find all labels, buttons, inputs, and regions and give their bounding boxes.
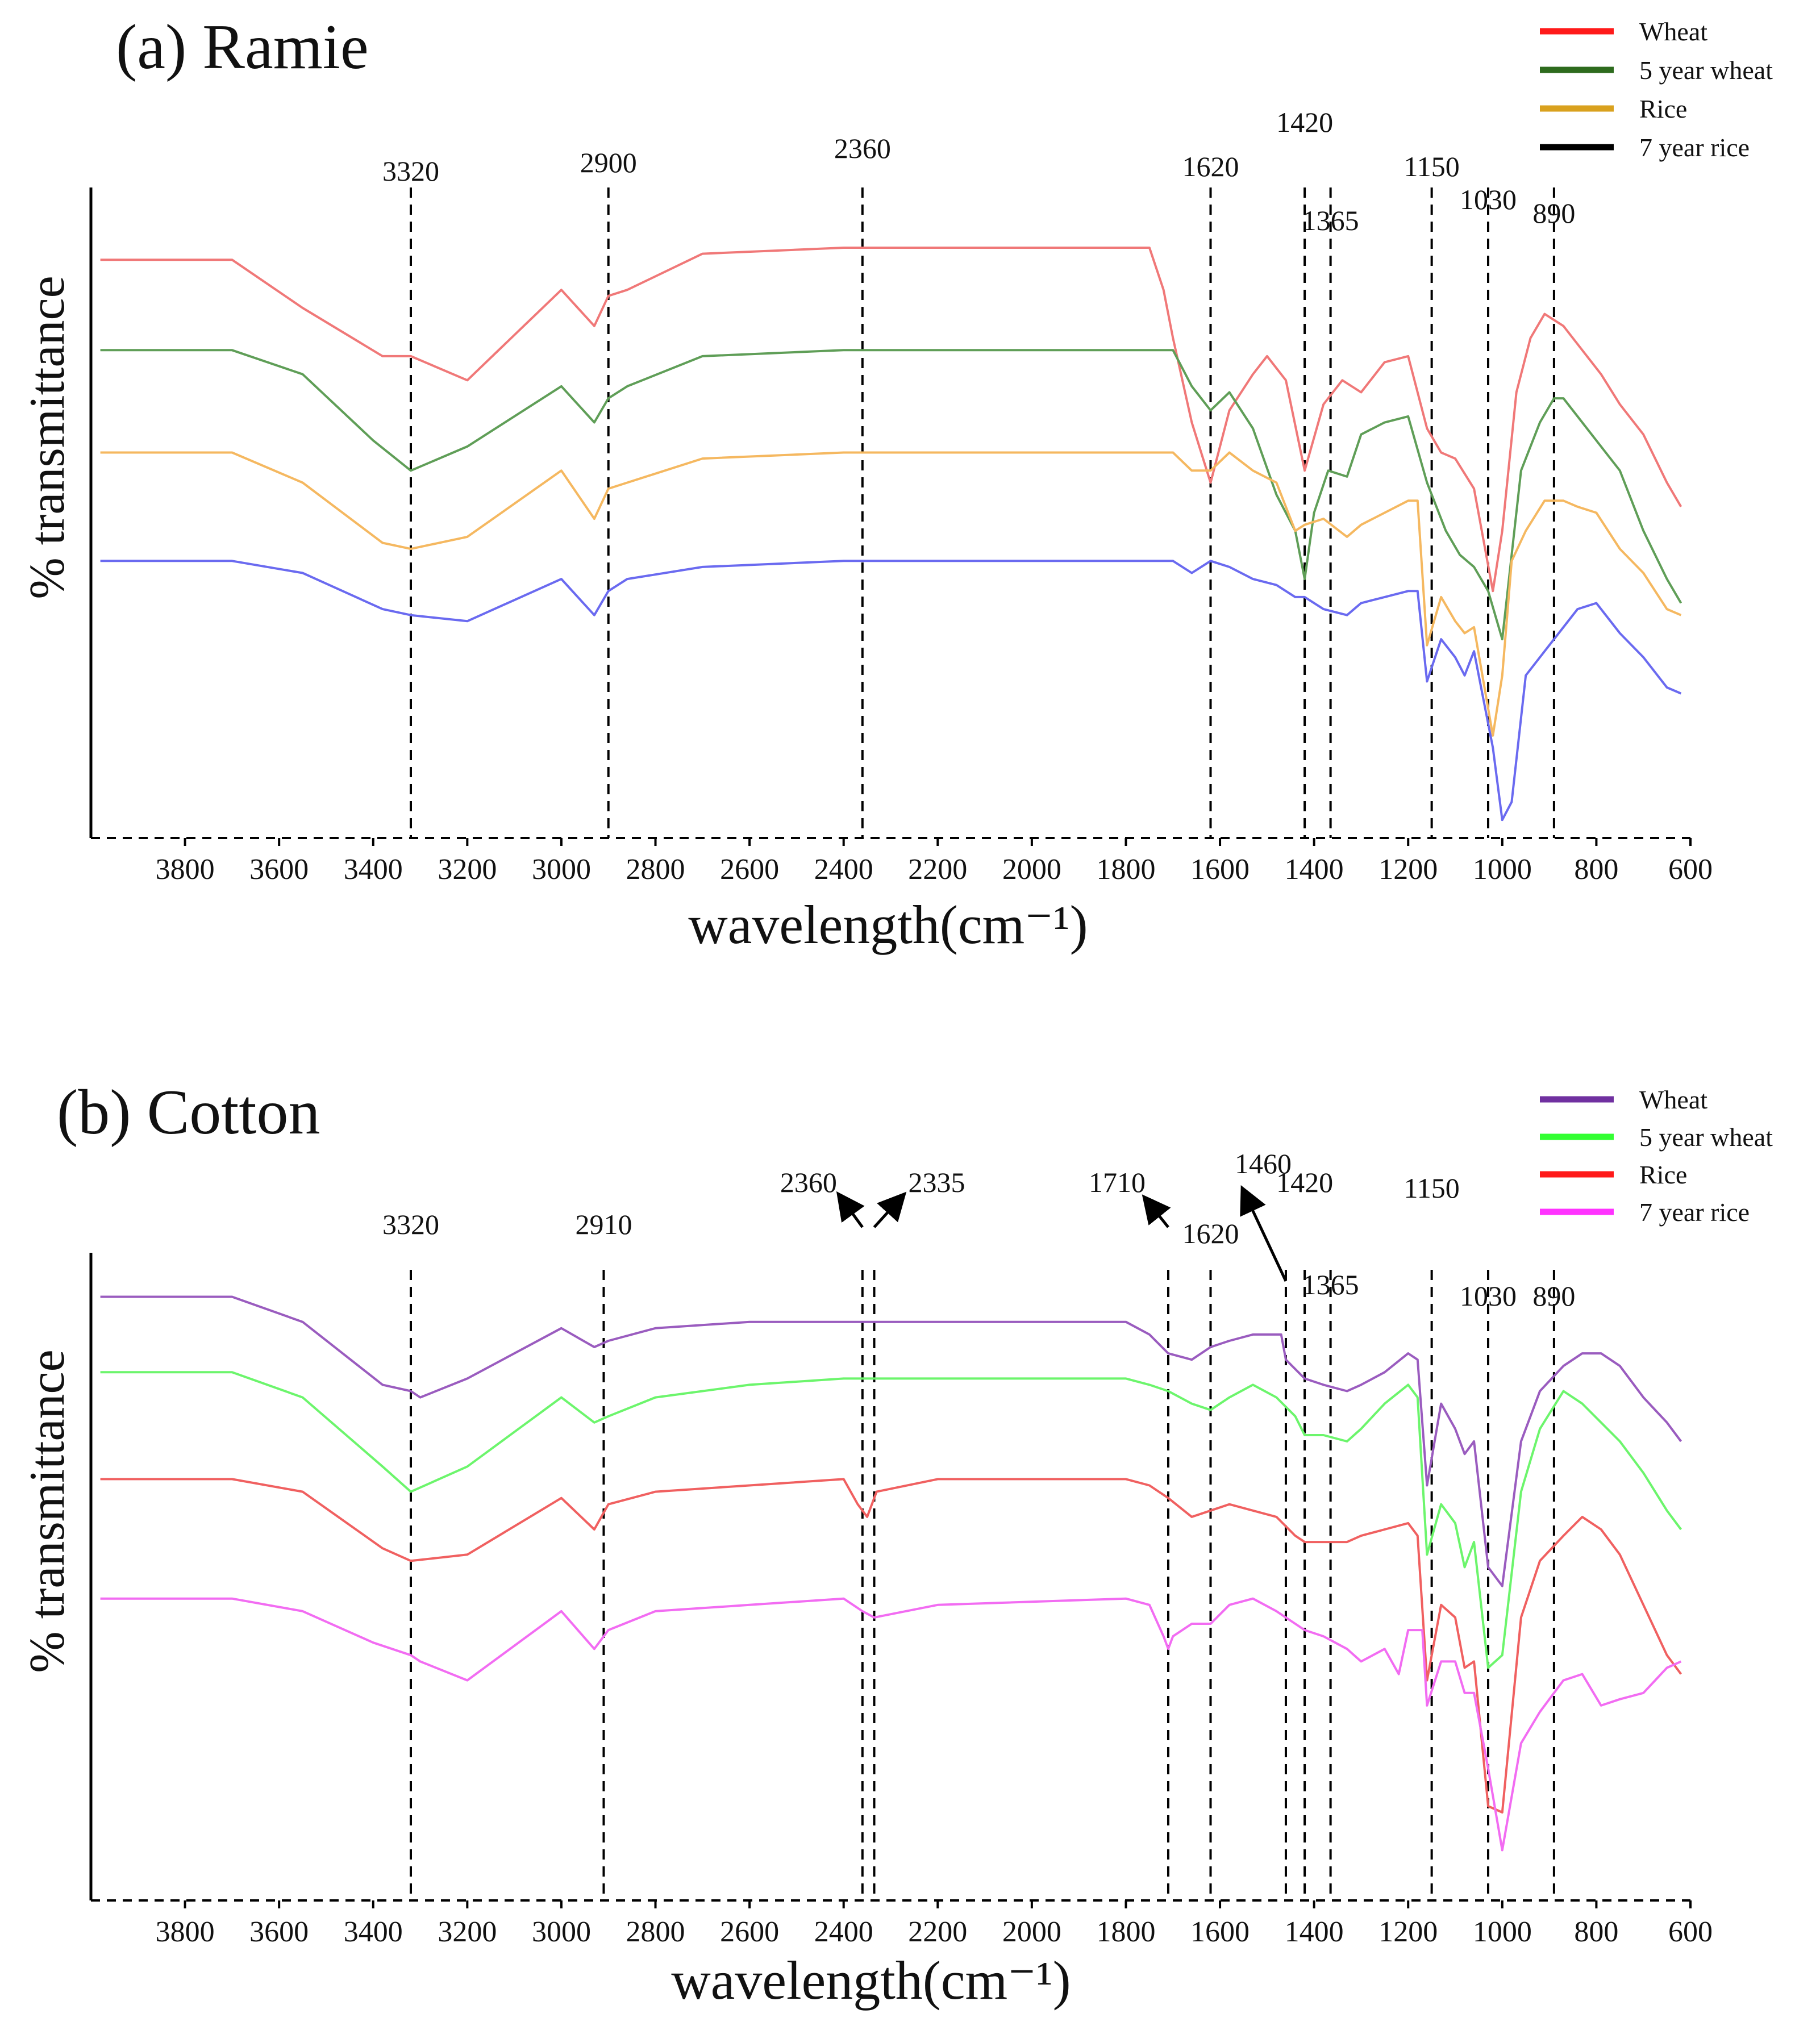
x-tick-label: 1200 <box>1378 1916 1438 1948</box>
x-tick-label: 1400 <box>1285 1916 1344 1948</box>
x-tick-label: 600 <box>1668 1916 1713 1948</box>
peak-label-3320: 3320 <box>382 1208 439 1240</box>
peak-label-3320: 3320 <box>382 155 439 187</box>
legend-label: 7 year rice <box>1639 133 1750 162</box>
x-tick-label: 3600 <box>249 1916 309 1948</box>
x-tick-label: 3400 <box>344 1916 403 1948</box>
x-tick-label: 3800 <box>156 1916 215 1948</box>
series-line-rice <box>100 451 1682 737</box>
x-tick-label: 2400 <box>814 853 873 886</box>
legend-label: 5 year wheat <box>1639 56 1773 85</box>
series-line-wheat <box>100 1295 1682 1587</box>
x-tick-label: 1200 <box>1378 853 1438 886</box>
peak-label-2360: 2360 <box>834 132 891 164</box>
x-tick-label: 1800 <box>1096 853 1155 886</box>
peak-label-1365: 1365 <box>1302 205 1359 236</box>
legend-label: 7 year rice <box>1639 1198 1750 1227</box>
x-tick-label: 3000 <box>532 853 591 886</box>
x-tick-label: 3200 <box>438 1916 497 1948</box>
panel-ramie: (a) Ramie % transmittance wavelength(cm⁻… <box>20 12 1773 955</box>
x-tick-label: 1800 <box>1096 1916 1155 1948</box>
peak-label-2900: 2900 <box>580 147 637 178</box>
legend-label: Rice <box>1639 1160 1687 1189</box>
x-axis-label: wavelength(cm⁻¹) <box>671 1950 1071 2011</box>
x-tick-label: 3400 <box>344 853 403 886</box>
y-axis-label: % transmittance <box>20 1349 75 1673</box>
x-tick-label: 800 <box>1574 1916 1618 1948</box>
peak-label-1150: 1150 <box>1404 1172 1460 1204</box>
legend: Wheat 5 year wheat Rice 7 year rice <box>1540 1085 1773 1227</box>
peak-label-1150: 1150 <box>1404 151 1460 182</box>
peak-label-2910: 2910 <box>575 1208 632 1240</box>
peak-label-1420: 1420 <box>1276 1166 1333 1198</box>
x-tick-label: 1600 <box>1190 853 1250 886</box>
legend-label: 5 year wheat <box>1639 1123 1773 1152</box>
x-tick-label: 2000 <box>1002 1916 1061 1948</box>
peak-label-2360: 2360 <box>780 1166 837 1198</box>
panel-title: (b) Cotton <box>57 1077 320 1148</box>
panel-cotton: (b) Cotton % transmittance wavelength(cm… <box>20 1077 1773 2011</box>
legend: Wheat 5 year wheat Rice 7 year rice <box>1540 17 1773 162</box>
peak-label-2335: 2335 <box>909 1166 965 1198</box>
x-tick-label: 2400 <box>814 1916 873 1948</box>
peak-label-890: 890 <box>1532 1280 1575 1312</box>
y-axis-label: % transmittance <box>20 276 75 599</box>
spectra <box>100 1295 1682 1852</box>
peak-label-1365: 1365 <box>1302 1269 1359 1300</box>
legend-label: Rice <box>1639 94 1687 123</box>
legend-label: Wheat <box>1639 17 1707 46</box>
series-line-5-year-wheat <box>100 349 1682 641</box>
legend-label: Wheat <box>1639 1085 1707 1114</box>
peak-label-1030: 1030 <box>1460 1280 1517 1312</box>
peak-label-1460: 1460 <box>1235 1148 1292 1179</box>
axes: 3800 3600 3400 3200 3000 2800 2600 2400 2200 2000… <box>89 1253 1713 1948</box>
x-tick-label: 2800 <box>626 1916 685 1948</box>
x-tick-label: 3200 <box>438 853 497 886</box>
x-tick-label: 3600 <box>249 853 309 886</box>
peak-arrow <box>1142 1194 1171 1228</box>
panel-title: (a) Ramie <box>116 12 369 82</box>
x-tick-label: 2800 <box>626 853 685 886</box>
x-tick-label: 1400 <box>1285 853 1344 886</box>
peak-label-1620: 1620 <box>1182 1218 1239 1249</box>
x-tick-label: 1600 <box>1190 1916 1250 1948</box>
x-tick-label: 1000 <box>1473 1916 1532 1948</box>
x-tick-label: 2600 <box>720 1916 779 1948</box>
series-line-rice <box>100 1478 1682 1814</box>
x-tick-label: 600 <box>1668 853 1713 886</box>
x-tick-label: 1000 <box>1473 853 1532 886</box>
peak-label-890: 890 <box>1532 197 1575 229</box>
x-tick-label: 3000 <box>532 1916 591 1948</box>
series-line-7-year-rice <box>100 560 1682 822</box>
x-tick-label: 2600 <box>720 853 779 886</box>
x-tick-label: 2200 <box>908 853 967 886</box>
peak-arrow <box>836 1191 865 1228</box>
series-line-wheat <box>100 247 1682 593</box>
peak-label-1030: 1030 <box>1460 184 1517 215</box>
x-tick-label: 2000 <box>1002 853 1061 886</box>
series-line-5-year-wheat <box>100 1371 1682 1669</box>
peak-label-1710: 1710 <box>1089 1166 1146 1198</box>
x-tick-label: 800 <box>1574 853 1618 886</box>
series-line-7-year-rice <box>100 1597 1682 1852</box>
peak-label-1620: 1620 <box>1182 151 1239 182</box>
peak-arrow <box>873 1191 907 1228</box>
axes: 3800 3600 3400 3200 3000 2800 2600 2400 2200 2000… <box>89 187 1713 886</box>
peak-arrow <box>1240 1185 1288 1282</box>
spectra <box>100 247 1682 822</box>
peak-label-1420: 1420 <box>1276 106 1333 138</box>
x-tick-label: 3800 <box>156 853 215 886</box>
x-axis-label: wavelength(cm⁻¹) <box>688 894 1088 955</box>
x-tick-label: 2200 <box>908 1916 967 1948</box>
